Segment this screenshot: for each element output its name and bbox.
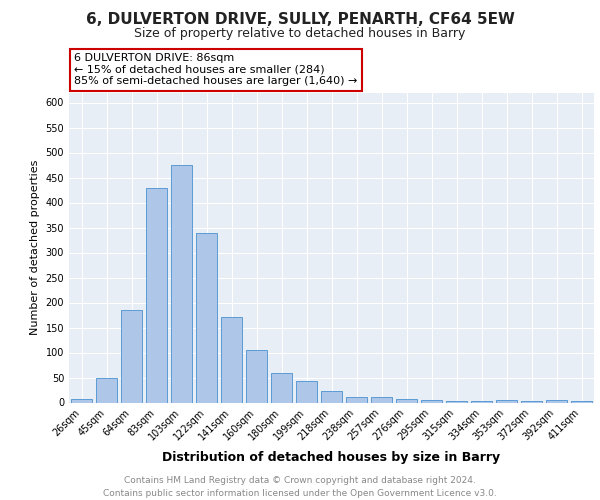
Bar [246, 350, 267, 403]
Bar [346, 396, 367, 402]
Y-axis label: Number of detached properties: Number of detached properties [30, 160, 40, 335]
Bar [471, 400, 492, 402]
Text: 6 DULVERTON DRIVE: 86sqm
← 15% of detached houses are smaller (284)
85% of semi-: 6 DULVERTON DRIVE: 86sqm ← 15% of detach… [74, 53, 358, 86]
Bar [496, 400, 517, 402]
X-axis label: Distribution of detached houses by size in Barry: Distribution of detached houses by size … [163, 450, 500, 464]
Text: Size of property relative to detached houses in Barry: Size of property relative to detached ho… [134, 28, 466, 40]
Bar [71, 399, 92, 402]
Text: 6, DULVERTON DRIVE, SULLY, PENARTH, CF64 5EW: 6, DULVERTON DRIVE, SULLY, PENARTH, CF64… [86, 12, 514, 26]
Bar [96, 378, 117, 402]
Bar [121, 310, 142, 402]
Bar [396, 399, 417, 402]
Bar [146, 188, 167, 402]
Bar [571, 400, 592, 402]
Bar [171, 165, 192, 402]
Bar [271, 372, 292, 402]
Bar [421, 400, 442, 402]
Bar [296, 380, 317, 402]
Bar [521, 400, 542, 402]
Bar [446, 400, 467, 402]
Bar [321, 391, 342, 402]
Bar [371, 396, 392, 402]
Bar [196, 232, 217, 402]
Text: Contains HM Land Registry data © Crown copyright and database right 2024.
Contai: Contains HM Land Registry data © Crown c… [103, 476, 497, 498]
Bar [546, 400, 567, 402]
Bar [221, 316, 242, 402]
